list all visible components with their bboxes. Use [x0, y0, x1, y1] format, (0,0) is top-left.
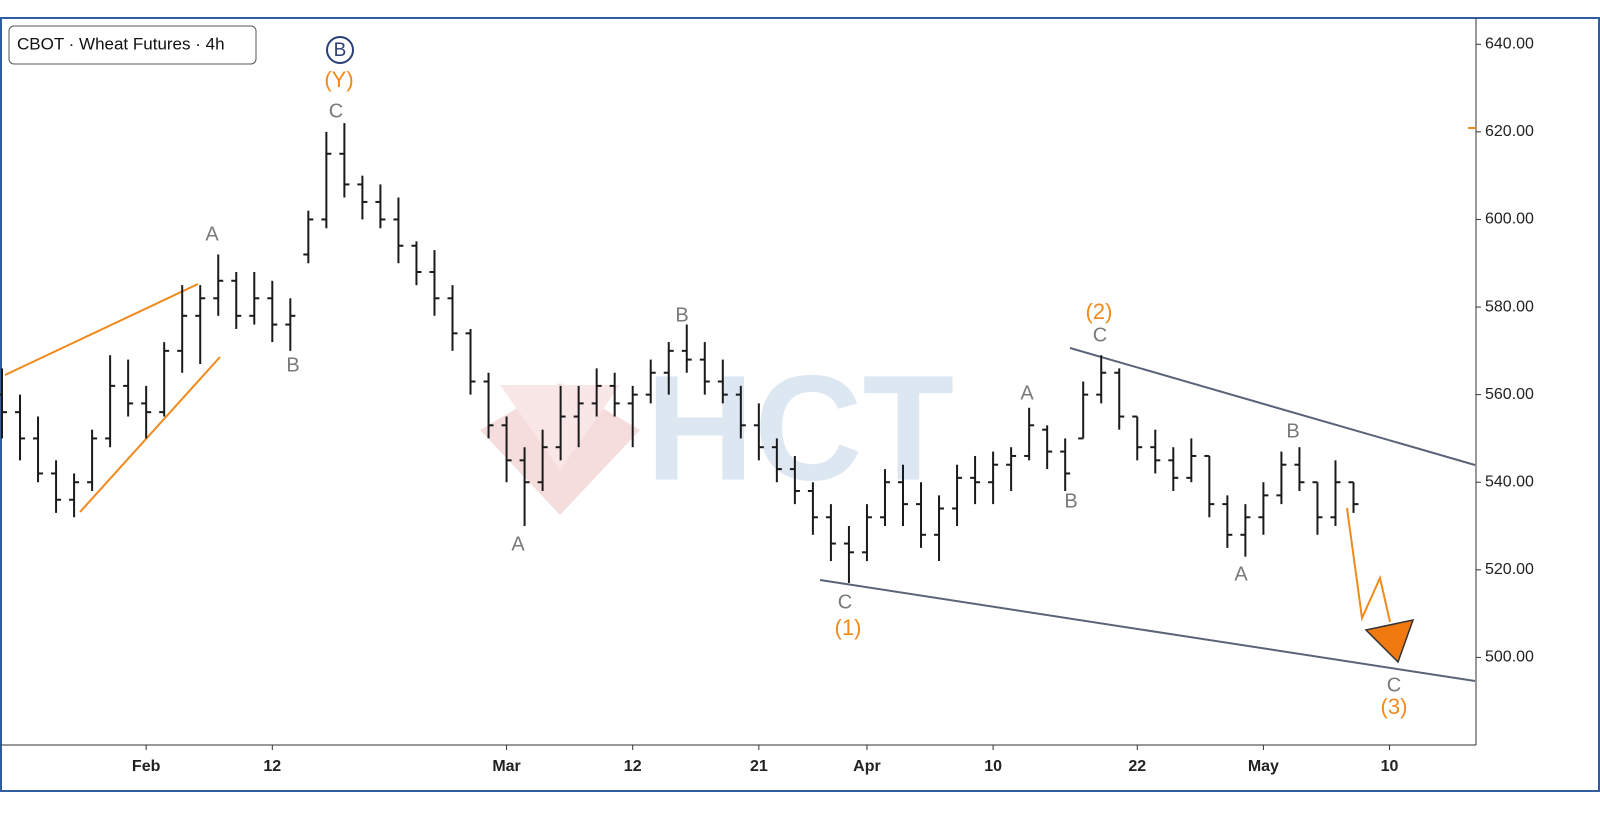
wave-label: C: [1093, 324, 1107, 346]
trend-line: [1069, 347, 1476, 466]
chart-title: CBOT · Wheat Futures · 4h: [17, 34, 225, 53]
x-tick-label: 10: [984, 758, 1002, 775]
y-tick-label: 640.00: [1485, 35, 1534, 52]
wave-label: A: [511, 533, 525, 555]
x-tick-label: Feb: [132, 758, 161, 775]
wave-label: C: [329, 100, 343, 122]
x-tick-label: 22: [1128, 758, 1146, 775]
x-tick-label: 10: [1381, 758, 1399, 775]
trend-line: [79, 356, 221, 513]
wave-label: A: [205, 223, 219, 245]
wave-label: (1): [835, 615, 862, 640]
wave-label: C: [838, 591, 852, 613]
y-tick-label: 500.00: [1485, 649, 1534, 666]
wave-label: A: [1020, 382, 1034, 404]
y-tick-label: 560.00: [1485, 386, 1534, 403]
wave-label: B: [334, 40, 347, 61]
x-tick-label: May: [1248, 758, 1279, 775]
x-tick-label: Mar: [492, 758, 520, 775]
wave-circle: [326, 36, 354, 64]
legend-box: [8, 25, 257, 65]
wave-label: (2): [1086, 299, 1113, 324]
wave-label: A: [1234, 563, 1248, 585]
x-tick-label: 12: [624, 758, 642, 775]
wave-label: B: [1064, 490, 1077, 512]
y-tick-label: 520.00: [1485, 561, 1534, 578]
target-marker: [1364, 618, 1415, 664]
x-tick-label: 12: [263, 758, 281, 775]
trend-line: [4, 283, 199, 376]
frame: [0, 17, 1600, 792]
trend-line: [819, 579, 1476, 682]
x-tick-label: 21: [750, 758, 768, 775]
wave-label: B: [1286, 420, 1299, 442]
watermark-text: HCT: [646, 344, 954, 512]
wave-label: B: [675, 304, 688, 326]
wave-label: B: [286, 354, 299, 376]
wave-label: (3): [1381, 694, 1408, 719]
y-tick-label: 580.00: [1485, 298, 1534, 315]
wave-label: (Y): [324, 67, 353, 92]
y-tick-label: 540.00: [1485, 473, 1534, 490]
x-tick-label: Apr: [853, 758, 881, 775]
y-tick-label: 600.00: [1485, 211, 1534, 228]
y-tick-label: 620.00: [1485, 123, 1534, 140]
wave-label: C: [1387, 674, 1401, 696]
projection: [1346, 507, 1391, 623]
